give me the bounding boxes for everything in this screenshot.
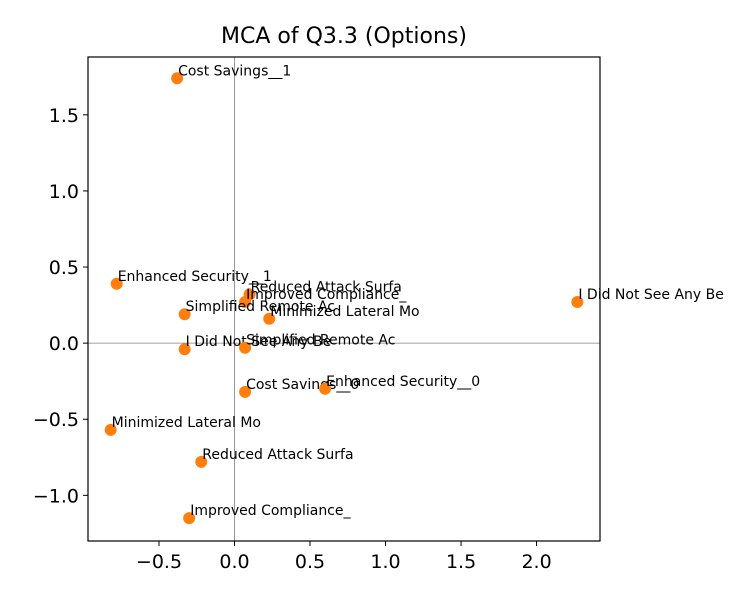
data-point-label: Minimized Lateral Mo <box>270 304 419 320</box>
y-tick-label: −1.0 <box>33 485 79 507</box>
x-tick-label: −0.5 <box>136 551 182 573</box>
data-point <box>239 341 252 354</box>
y-tick-label: 1.0 <box>49 181 79 203</box>
data-point-label: I Did Not See Any Be <box>578 287 724 303</box>
data-point-label: Minimized Lateral Mo <box>112 415 261 431</box>
data-point <box>171 72 184 85</box>
data-point <box>239 385 252 398</box>
data-point <box>263 312 276 325</box>
data-point-label: Simplified Remote Ac <box>186 299 335 315</box>
plot-area: −0.5 0.0 0.5 1.0 1.5 2.0 −1.0 −0.5 0.0 0.5 1.0 1.5 C… <box>33 56 724 573</box>
chart-title: MCA of Q3.3 (Options) <box>221 24 467 49</box>
data-point <box>195 455 208 468</box>
data-point <box>178 343 191 356</box>
data-point <box>178 308 191 321</box>
x-tick-label: 0.5 <box>295 551 325 573</box>
data-point-label: I Did Not See Any Be <box>186 334 332 350</box>
data-point-label: Enhanced Security__1 <box>118 269 272 285</box>
data-point-label: Reduced Attack Surfa <box>251 279 402 295</box>
data-point <box>571 296 584 309</box>
data-point-label: Simplified Remote Ac <box>246 333 395 349</box>
x-tick-label: 1.0 <box>370 551 400 573</box>
y-tick-label: 0.0 <box>49 333 79 355</box>
plot-frame <box>87 56 601 542</box>
y-tick-label: −0.5 <box>33 409 79 431</box>
data-point-label: Enhanced Security__0 <box>326 374 480 390</box>
y-tick-label: 0.5 <box>49 257 79 279</box>
data-point-label: Improved Compliance_ <box>246 287 407 303</box>
x-tick-label: 1.5 <box>446 551 476 573</box>
data-point <box>239 296 252 309</box>
x-tick-label: 2.0 <box>521 551 551 573</box>
data-point <box>319 382 332 395</box>
y-tick-label: 1.5 <box>49 105 79 127</box>
data-point-label: Cost Savings__1 <box>178 63 291 79</box>
x-tick-label: 0.0 <box>219 551 249 573</box>
data-point <box>104 423 117 436</box>
data-point-label: Reduced Attack Surfa <box>202 447 353 463</box>
data-point <box>183 512 196 525</box>
data-point-label: Improved Compliance_ <box>190 503 351 519</box>
data-point <box>110 277 123 290</box>
